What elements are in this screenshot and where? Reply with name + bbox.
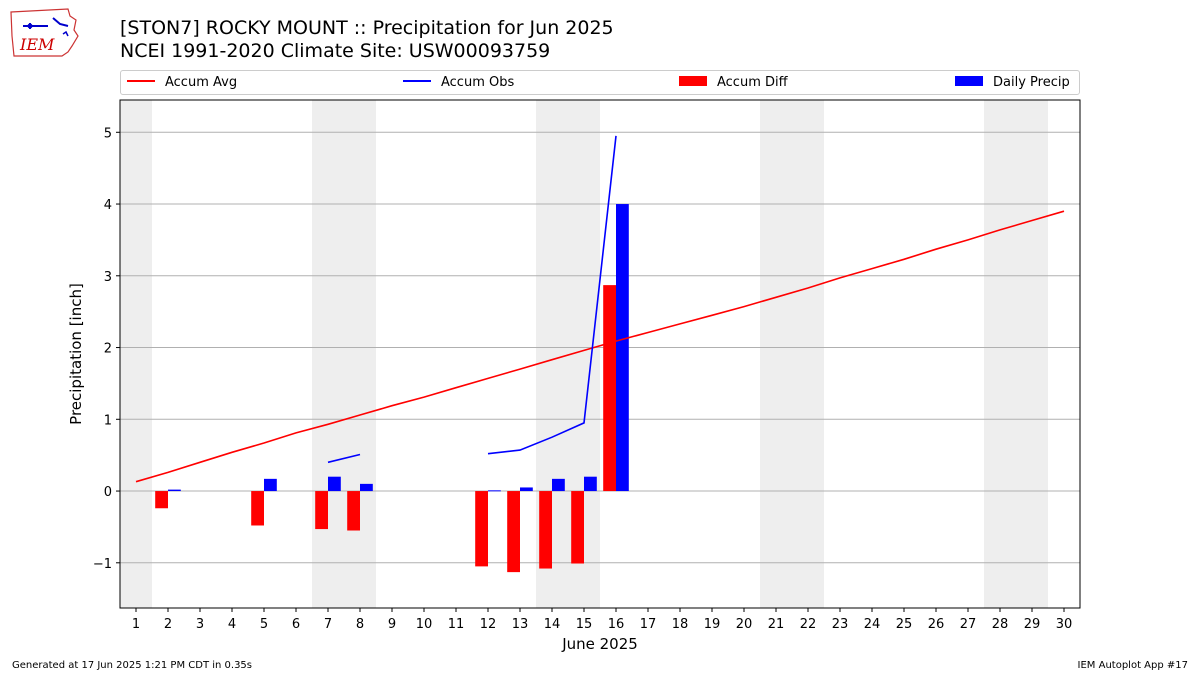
x-tick-label: 21 [768, 617, 785, 632]
bar-accum-diff [251, 491, 264, 526]
bar-accum-diff [603, 285, 616, 492]
x-tick-label: 26 [928, 617, 945, 632]
x-tick-label: 4 [228, 617, 236, 632]
x-tick-label: 19 [704, 617, 721, 632]
app-label: IEM Autoplot App #17 [1077, 660, 1188, 671]
x-tick-label: 24 [864, 617, 881, 632]
x-tick-label: 17 [640, 617, 657, 632]
y-tick-label: 2 [104, 342, 112, 357]
x-tick-label: 10 [416, 617, 433, 632]
legend-label-daily-precip: Daily Precip [993, 75, 1070, 90]
weekend-shade [120, 100, 152, 608]
x-tick-label: 6 [292, 617, 300, 632]
x-axis-label: June 2025 [561, 635, 638, 653]
bar-daily-precip [264, 478, 277, 492]
legend: Accum Avg Accum Obs Accum Diff Daily Pre… [120, 70, 1080, 95]
legend-label-accum-diff: Accum Diff [717, 75, 788, 90]
x-tick-label: 30 [1056, 617, 1073, 632]
legend-item-accum-obs: Accum Obs [403, 75, 514, 90]
line-accum-obs [327, 453, 361, 464]
bar-accum-diff [475, 491, 488, 567]
x-tick-label: 28 [992, 617, 1009, 632]
bar-accum-diff [539, 491, 552, 569]
y-tick-label: 4 [104, 198, 112, 213]
y-tick-label: 5 [104, 126, 112, 141]
bar-daily-precip [168, 489, 181, 492]
x-tick-label: 20 [736, 617, 753, 632]
weekend-shade [984, 100, 1016, 608]
x-tick-label: 1 [132, 617, 140, 632]
legend-item-accum-avg: Accum Avg [127, 75, 237, 90]
x-tick-label: 3 [196, 617, 204, 632]
bar-daily-precip [552, 478, 565, 492]
chart-subtitle: NCEI 1991-2020 Climate Site: USW00093759 [120, 40, 551, 62]
line-accum-obs [487, 135, 617, 455]
x-tick-label: 14 [544, 617, 561, 632]
weekend-shade [312, 100, 344, 608]
x-tick-label: 15 [576, 617, 593, 632]
x-tick-label: 7 [324, 617, 332, 632]
y-tick-label: 3 [104, 270, 112, 285]
bar-daily-precip [616, 204, 629, 492]
x-tick-label: 11 [448, 617, 465, 632]
weekend-shade [344, 100, 376, 608]
legend-label-accum-avg: Accum Avg [165, 75, 238, 90]
x-tick-label: 16 [608, 617, 625, 632]
x-tick-label: 8 [356, 617, 364, 632]
x-tick-label: 13 [512, 617, 529, 632]
x-tick-label: 22 [800, 617, 817, 632]
bar-daily-precip [360, 483, 373, 492]
iem-logo: IEM [10, 8, 79, 57]
bar-daily-precip [328, 476, 341, 492]
bar-daily-precip [520, 487, 533, 492]
bar-accum-diff [155, 491, 168, 509]
x-tick-label: 9 [388, 617, 396, 632]
bar-daily-precip [584, 476, 597, 492]
legend-label-accum-obs: Accum Obs [441, 75, 515, 90]
legend-swatch-accum-avg [127, 79, 155, 82]
x-tick-label: 29 [1024, 617, 1041, 632]
x-tick-label: 25 [896, 617, 913, 632]
svg-text:IEM: IEM [19, 35, 55, 54]
bar-accum-diff [571, 491, 584, 564]
x-tick-label: 23 [832, 617, 849, 632]
legend-swatch-accum-diff [679, 75, 707, 86]
legend-item-accum-diff: Accum Diff [679, 75, 788, 90]
bar-accum-diff [507, 491, 520, 573]
legend-item-daily-precip: Daily Precip [955, 75, 1070, 90]
chart-title: [STON7] ROCKY MOUNT :: Precipitation for… [120, 17, 614, 39]
plot-frame [119, 99, 1081, 609]
y-axis-label: Precipitation [inch] [67, 283, 85, 425]
x-tick-label: 12 [480, 617, 497, 632]
legend-swatch-accum-obs [403, 79, 431, 82]
line-accum-avg [135, 210, 1065, 483]
x-tick-label: 2 [164, 617, 172, 632]
weekend-shade [792, 100, 824, 608]
generated-timestamp: Generated at 17 Jun 2025 1:21 PM CDT in … [12, 660, 253, 671]
x-tick-label: 5 [260, 617, 268, 632]
y-tick-label: 1 [104, 413, 112, 428]
x-tick-label: 27 [960, 617, 977, 632]
weekend-shade [1016, 100, 1048, 608]
y-tick-label: 0 [104, 485, 112, 500]
bar-daily-precip [488, 490, 501, 492]
bar-accum-diff [315, 491, 328, 530]
weekend-shade [760, 100, 792, 608]
y-tick-label: −1 [93, 557, 112, 572]
bar-accum-diff [347, 491, 360, 531]
x-tick-label: 18 [672, 617, 689, 632]
legend-swatch-daily-precip [955, 75, 983, 86]
